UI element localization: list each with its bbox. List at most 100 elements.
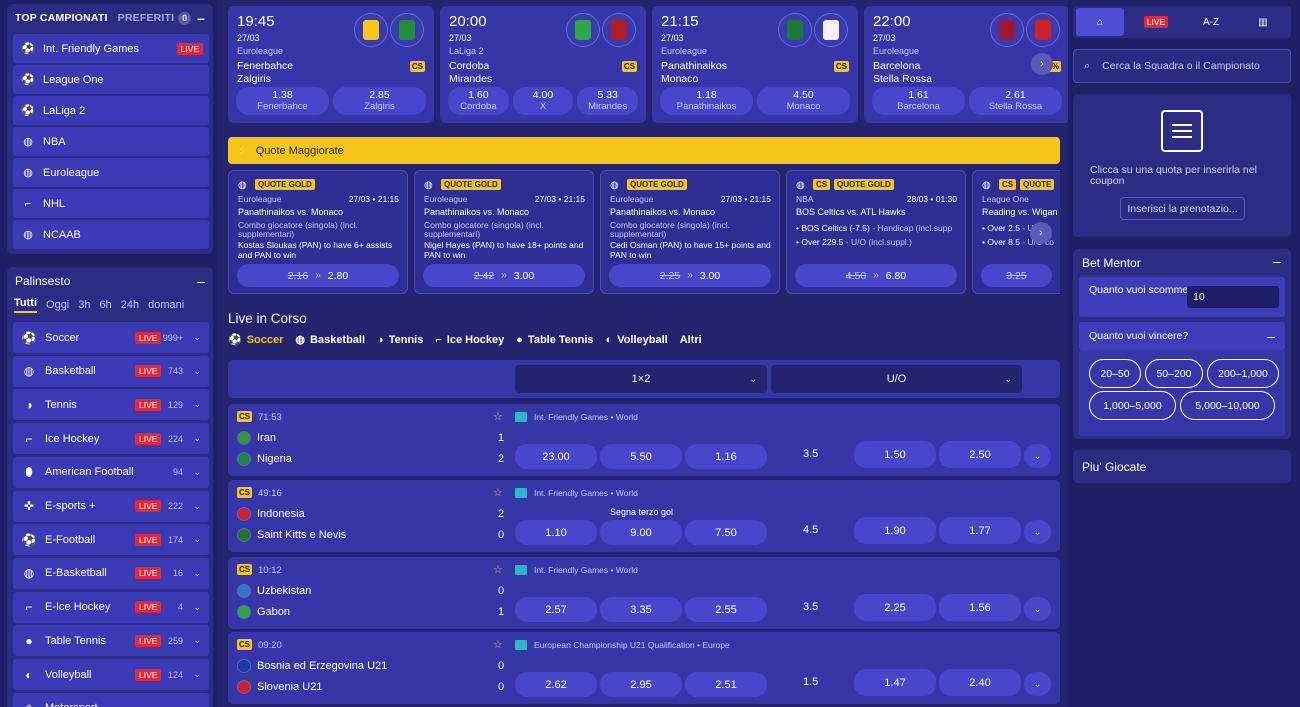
market-select-uo[interactable]: U/O ⌄ [771, 365, 1022, 393]
chevron-down-icon[interactable]: ⌄ [193, 703, 201, 707]
odd-button[interactable]: 1.10 [515, 520, 597, 545]
boost-card[interactable]: ◍ QUOTE GOLD Euroleague 27/03 • 21:15 Panath… [414, 170, 594, 294]
boosted-odd-button[interactable]: 2.25 » 3.00 [609, 264, 771, 287]
preferiti-tab[interactable]: PREFERITI [117, 12, 175, 24]
chevron-down-icon[interactable]: ⌄ [193, 635, 201, 646]
favorite-star-icon[interactable]: ☆ [493, 639, 503, 651]
stake-input[interactable]: 10 [1187, 286, 1279, 308]
carousel-next-icon[interactable]: › [1031, 53, 1053, 75]
odd-button[interactable]: 5.50 [600, 444, 682, 469]
collapse-icon[interactable]: – [1267, 328, 1275, 344]
odd-button[interactable]: 2.25 [854, 594, 936, 621]
live-tab-ice-hockey[interactable]: ⌐ Ice Hockey [435, 334, 504, 346]
chevron-down-icon[interactable]: ⌄ [193, 466, 201, 477]
sport-item[interactable]: ◍ Basketball LIVE 743 ⌄ [13, 355, 209, 387]
boost-card[interactable]: ◍ QUOTE GOLD Euroleague 27/03 • 21:15 Panath… [228, 170, 408, 294]
search-input[interactable]: Cerca la Squadra o il Campionato [1102, 60, 1260, 72]
quote-maggiorate-banner[interactable]: ⚡ Quote Maggiorate [228, 137, 1060, 164]
top-league-item[interactable]: ⚽ Int. Friendly Games LIVE [13, 34, 209, 63]
top-league-item[interactable]: ◍ NCAAB [13, 220, 209, 249]
nav-home[interactable]: ⌂ [1076, 8, 1124, 36]
range-chip[interactable]: 5,000–10,000 [1180, 391, 1275, 420]
tab-domani[interactable]: domani [148, 299, 185, 311]
tab-6h[interactable]: 6h [99, 299, 112, 311]
chevron-down-icon[interactable]: ⌄ [193, 332, 201, 342]
collapse-icon[interactable]: – [197, 10, 205, 26]
odd-button[interactable]: 1.60 Cordoba [448, 87, 509, 115]
search-box[interactable]: ⌕ Cerca la Squadra o il Campionato [1073, 49, 1291, 83]
odd-button[interactable]: 2.57 [515, 597, 597, 622]
live-tab-tennis[interactable]: ◑ Tennis [377, 334, 423, 346]
live-tab-table-tennis[interactable]: ● Table Tennis [516, 334, 593, 346]
odd-button[interactable]: 2.61 Stella Rossa [969, 87, 1062, 115]
carousel-next-icon[interactable]: › [1030, 222, 1052, 244]
sport-item[interactable]: ◈ Motorsport ⌄ [13, 692, 209, 707]
chevron-down-icon[interactable]: ⌄ [193, 399, 201, 410]
odd-button[interactable]: 1.90 [854, 517, 936, 544]
odd-button[interactable]: 7.50 [685, 520, 767, 545]
odd-button[interactable]: 4.50 Monaco [757, 87, 850, 115]
odd-button[interactable]: 3.35 [600, 597, 682, 622]
boost-card[interactable]: ◍ QUOTE GOLD Euroleague 27/03 • 21:15 Panath… [600, 170, 780, 294]
chevron-down-icon[interactable]: ⌄ [1024, 444, 1051, 468]
favorite-star-icon[interactable]: ☆ [493, 411, 503, 423]
odd-button[interactable]: 1.16 [685, 444, 767, 469]
odd-button[interactable]: 9.00 [600, 520, 682, 545]
live-match-row[interactable]: CS 49:16 ☆ Int. Friendly Games • World Indon… [228, 480, 1060, 552]
top-league-item[interactable]: ◍ Euroleague [13, 158, 209, 187]
top-campionati-title[interactable]: TOP CAMPIONATI [15, 12, 108, 24]
chevron-down-icon[interactable]: ⌄ [193, 534, 201, 545]
sport-item[interactable]: ⚽ Soccer LIVE 999+ ⌄ [13, 322, 209, 353]
live-tab-basketball[interactable]: ◍ Basketball [295, 333, 365, 347]
odd-button[interactable]: 1.47 [854, 669, 936, 696]
live-tab-volleyball[interactable]: ◐ Volleyball [606, 334, 668, 346]
win-row[interactable]: Quanto vuoi vincere? – [1079, 322, 1285, 350]
sport-item[interactable]: ◐ Volleyball LIVE 124 ⌄ [13, 659, 209, 690]
odd-button[interactable]: 2.55 [685, 597, 767, 622]
tab-tutti[interactable]: Tutti [14, 297, 38, 313]
top-league-item[interactable]: ⚽ LaLiga 2 [13, 96, 209, 125]
sport-item[interactable]: ◑ Tennis LIVE 129 ⌄ [13, 389, 209, 421]
chevron-down-icon[interactable]: ⌄ [193, 365, 201, 376]
collapse-icon[interactable]: – [197, 273, 205, 289]
tab-oggi[interactable]: Oggi [46, 299, 70, 311]
chevron-down-icon[interactable]: ⌄ [1024, 520, 1051, 544]
tab-3h[interactable]: 3h [78, 299, 91, 311]
live-match-row[interactable]: CS 71:53 ☆ Int. Friendly Games • World Iran 1… [228, 404, 1060, 476]
range-chip[interactable]: 1,000–5,000 [1089, 391, 1176, 420]
odd-button[interactable]: 5.33 Mirandes [577, 87, 639, 115]
insert-booking-button[interactable]: Inserisci la prenotazio... [1120, 197, 1245, 220]
boosted-odd-button[interactable]: 2.42 » 3.00 [423, 264, 585, 287]
range-chip[interactable]: 200–1,000 [1207, 359, 1279, 388]
boosted-odd-button[interactable]: 2.16 » 2.80 [237, 264, 399, 287]
sport-item[interactable]: ◍ E-Basketball LIVE 16 ⌄ [13, 557, 209, 589]
boosted-odd-button[interactable]: 3.25 [981, 264, 1052, 287]
nav-live[interactable]: LIVE [1132, 8, 1180, 36]
sport-item[interactable]: ⌐ E-Ice Hockey LIVE 4 ⌄ [13, 591, 209, 623]
top-match-card[interactable]: 21:15 27/03 Euroleague Panathinaikos Monaco C… [652, 6, 858, 123]
odd-button[interactable]: 2.40 [939, 669, 1021, 696]
odd-button[interactable]: 2.62 [515, 672, 597, 697]
odd-button[interactable]: 1.61 Barcelona [872, 87, 965, 115]
odd-button[interactable]: 1.18 Panathinaikos [660, 87, 753, 115]
odd-button[interactable]: 1.77 [939, 517, 1021, 544]
live-match-row[interactable]: CS 10:12 ☆ Int. Friendly Games • World Uzbek… [228, 557, 1060, 629]
top-league-item[interactable]: ⚽ League One [13, 65, 209, 94]
top-match-card[interactable]: 19:45 27/03 Euroleague Fenerbahce Zalgiris CS… [228, 6, 434, 123]
chevron-down-icon[interactable]: ⌄ [193, 567, 201, 578]
odd-button[interactable]: 1.56 [939, 594, 1021, 621]
odd-button[interactable]: 2.85 Zalgiris [333, 87, 426, 115]
sport-item[interactable]: ✜ E-sports + LIVE 222 ⌄ [13, 490, 209, 522]
range-chip[interactable]: 50–200 [1145, 359, 1203, 388]
favorite-star-icon[interactable]: ☆ [493, 564, 503, 576]
tab-24h[interactable]: 24h [120, 299, 140, 311]
range-chip[interactable]: 20–50 [1089, 359, 1141, 388]
favorite-star-icon[interactable]: ☆ [493, 487, 503, 499]
boost-card[interactable]: ◍ CS QUOTE GOLD NBA 28/03 • 01:30 BOS Celtics… [786, 170, 966, 294]
live-tab-altri[interactable]: Altri [680, 334, 702, 346]
odd-button[interactable]: 1.50 [854, 441, 936, 468]
boosted-odd-button[interactable]: 4.50 » 6.80 [795, 264, 957, 287]
chevron-down-icon[interactable]: ⌄ [193, 669, 201, 679]
sport-item[interactable]: ⌐ Ice Hockey LIVE 224 ⌄ [13, 423, 209, 455]
chevron-down-icon[interactable]: ⌄ [193, 500, 201, 511]
